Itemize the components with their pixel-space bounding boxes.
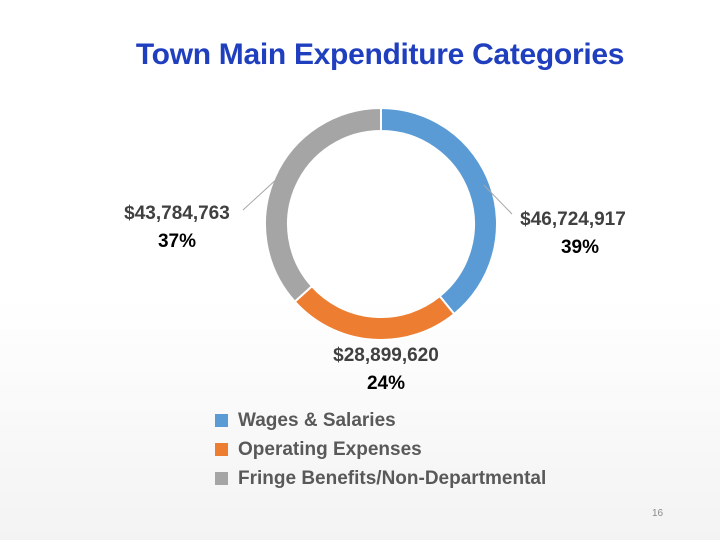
data-percent-operating: 24% — [367, 373, 405, 394]
leader-line-wages — [483, 184, 513, 215]
chart-title: Town Main Expenditure Categories — [135, 38, 625, 71]
legend-item-fringe: Fringe Benefits/Non-Departmental — [215, 464, 546, 493]
data-label-fringe: $43,784,763 37% — [124, 203, 230, 252]
legend-swatch-fringe — [215, 472, 228, 485]
legend-item-wages: Wages & Salaries — [215, 406, 546, 435]
legend-label-wages: Wages & Salaries — [238, 409, 396, 431]
leader-line-fringe — [242, 176, 280, 211]
data-label-operating: $28,899,620 24% — [333, 345, 439, 394]
data-value-fringe: $43,784,763 — [124, 203, 230, 224]
donut-slices — [264, 106, 498, 341]
data-value-wages: $46,724,917 — [520, 209, 626, 230]
donut-slice-wages — [380, 106, 498, 316]
legend-swatch-wages — [215, 414, 228, 427]
leader-lines — [242, 176, 513, 215]
data-label-wages: $46,724,917 39% — [520, 209, 626, 258]
legend-label-operating: Operating Expenses — [238, 438, 422, 460]
donut-slice-fringe — [264, 106, 382, 304]
page-number: 16 — [652, 508, 664, 519]
data-percent-wages: 39% — [561, 237, 599, 258]
donut-slice-operating — [293, 284, 456, 341]
legend-item-operating: Operating Expenses — [215, 435, 546, 464]
data-value-operating: $28,899,620 — [333, 345, 439, 366]
chart-legend: Wages & Salaries Operating Expenses Frin… — [215, 406, 546, 493]
data-percent-fringe: 37% — [158, 231, 196, 252]
legend-label-fringe: Fringe Benefits/Non-Departmental — [238, 467, 547, 489]
legend-swatch-operating — [215, 443, 228, 456]
